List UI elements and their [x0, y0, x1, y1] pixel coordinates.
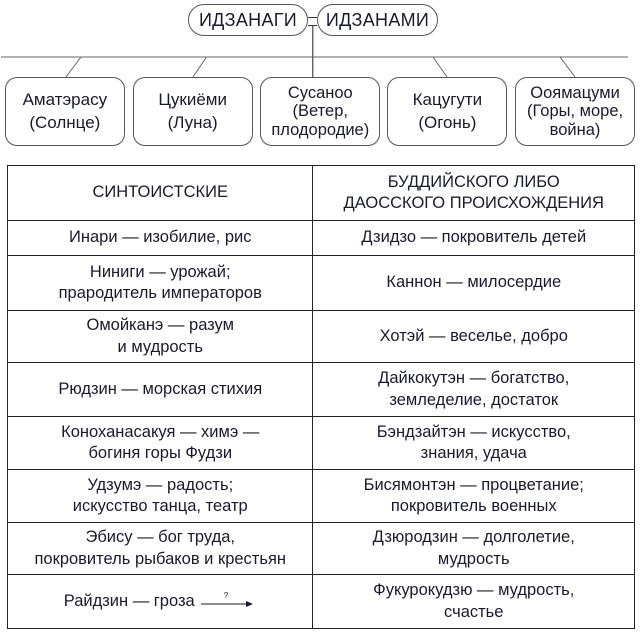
svg-text:?: ? — [223, 591, 228, 600]
